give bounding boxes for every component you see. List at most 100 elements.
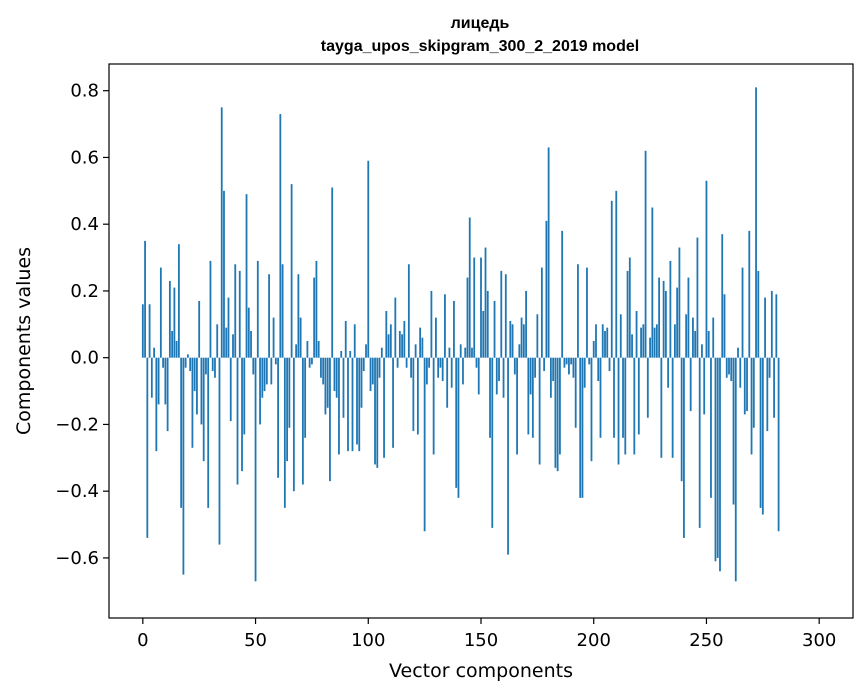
bar: [439, 357, 442, 368]
bar: [166, 357, 169, 432]
bar: [168, 280, 171, 358]
bar: [694, 330, 697, 358]
bar: [295, 344, 298, 358]
bar: [710, 357, 712, 498]
y-tick-label: 0.4: [70, 214, 99, 235]
bar: [265, 357, 268, 385]
bar: [495, 357, 498, 395]
bar: [579, 357, 582, 498]
bar: [412, 357, 415, 432]
bar: [254, 357, 257, 582]
chart-subtitle: tayga_upos_skipgram_300_2_2019 model: [321, 38, 639, 55]
bar: [225, 327, 228, 358]
bar: [283, 357, 286, 508]
bar: [737, 347, 739, 358]
bar: [189, 357, 192, 372]
bar: [313, 277, 316, 358]
bar: [441, 357, 444, 382]
bar: [671, 357, 674, 458]
bar: [606, 327, 609, 358]
bar: [220, 107, 223, 358]
bar: [703, 357, 706, 415]
bar: [721, 234, 724, 358]
bar: [775, 294, 778, 358]
y-tick-label: −0.4: [55, 481, 99, 502]
bar: [716, 357, 719, 558]
bar: [306, 341, 309, 358]
bar: [159, 267, 162, 358]
bar: [480, 257, 482, 358]
bar: [687, 277, 690, 358]
bar: [272, 317, 275, 358]
bar: [513, 357, 516, 375]
bar: [329, 357, 331, 482]
bar: [723, 294, 726, 358]
bar: [205, 357, 207, 375]
bar: [466, 277, 469, 358]
bar: [748, 230, 751, 358]
bar: [331, 187, 334, 358]
y-tick-label: 0.0: [70, 348, 99, 369]
bar: [389, 324, 392, 358]
bar: [164, 357, 167, 405]
bar: [518, 344, 521, 358]
bar: [290, 184, 293, 358]
bar: [746, 357, 748, 412]
bar: [565, 357, 568, 365]
bar: [631, 334, 633, 358]
bar: [676, 287, 679, 358]
bar: [759, 357, 762, 508]
bar: [635, 310, 638, 358]
bar: [766, 357, 769, 432]
bar: [256, 260, 259, 358]
bar: [292, 357, 295, 492]
bar: [464, 347, 467, 358]
bar: [304, 357, 307, 438]
bar: [651, 207, 654, 358]
bar: [270, 357, 273, 385]
bar: [193, 357, 196, 392]
bar: [540, 267, 543, 358]
bar: [678, 247, 681, 358]
plot-area-frame: [108, 63, 854, 619]
x-tick-label: 300: [802, 630, 836, 651]
bar: [730, 357, 733, 382]
bar: [175, 341, 178, 358]
bar: [268, 274, 270, 358]
bar: [297, 274, 300, 358]
bar: [299, 317, 302, 358]
bar-series: [141, 87, 780, 582]
bar: [245, 194, 248, 358]
bar: [387, 334, 390, 358]
bar: [146, 357, 149, 538]
y-axis-label: Components values: [13, 247, 35, 435]
bar: [405, 357, 408, 368]
bar: [410, 357, 413, 378]
bar: [371, 357, 374, 385]
bar: [187, 354, 189, 358]
bar: [664, 290, 667, 358]
bar: [250, 330, 252, 358]
bar: [689, 357, 692, 412]
bar: [590, 357, 593, 462]
bar: [430, 290, 433, 358]
bar: [362, 357, 365, 372]
bar: [211, 357, 214, 372]
bar: [586, 267, 588, 358]
bar: [741, 267, 744, 358]
bar: [423, 357, 426, 532]
bar: [525, 290, 527, 358]
bar: [725, 357, 728, 378]
bar: [628, 257, 631, 358]
bar: [757, 270, 760, 358]
bar: [755, 87, 757, 358]
bar: [340, 351, 343, 358]
bar: [320, 357, 322, 378]
bar: [315, 260, 318, 358]
bar: [385, 310, 388, 358]
bar: [236, 357, 239, 485]
bar: [692, 317, 694, 358]
bar: [768, 357, 771, 378]
bar: [698, 357, 701, 528]
bar: [475, 357, 478, 368]
